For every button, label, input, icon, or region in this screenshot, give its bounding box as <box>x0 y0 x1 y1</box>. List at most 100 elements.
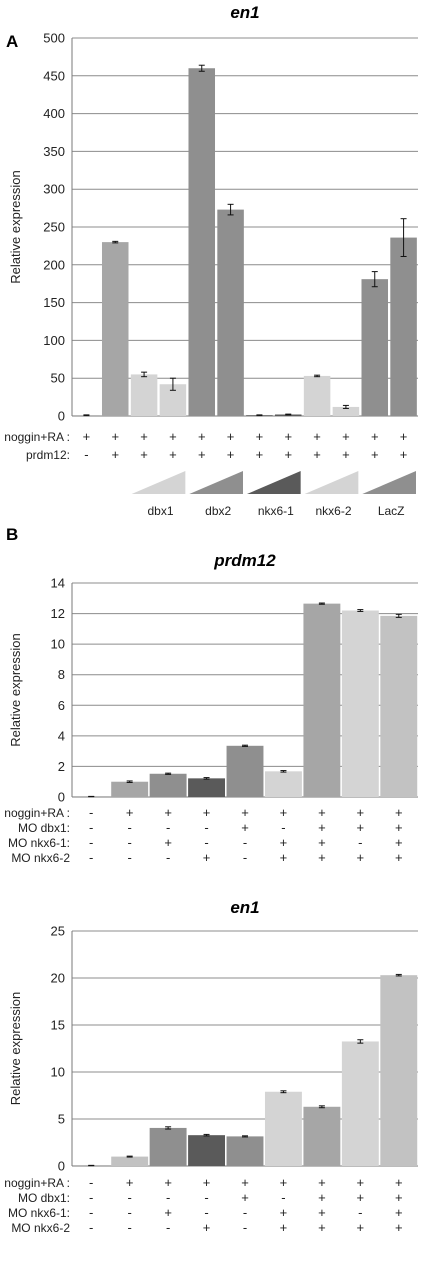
y-tick-label: 0 <box>58 1159 65 1174</box>
dose-group-label: dbx2 <box>205 504 231 518</box>
y-axis-label: Relative expression <box>8 170 23 283</box>
condition-symbol: - <box>281 1190 285 1205</box>
condition-symbol: + <box>164 805 172 820</box>
condition-symbol: + <box>241 820 249 835</box>
condition-row-label: MO nkx6-1: <box>8 836 70 850</box>
y-tick-label: 0 <box>58 409 65 424</box>
condition-symbol: + <box>280 1175 288 1190</box>
bar <box>332 406 360 416</box>
condition-symbol: - <box>166 850 170 865</box>
condition-symbol: + <box>164 835 172 850</box>
condition-symbol: - <box>358 835 362 850</box>
condition-row-label: MO dbx1: <box>18 1191 70 1205</box>
condition-symbol: + <box>395 820 403 835</box>
condition-symbol: + <box>313 429 321 444</box>
condition-symbol: + <box>371 429 379 444</box>
condition-row-label: MO nkx6-1: <box>8 1206 70 1220</box>
bar <box>111 1156 149 1166</box>
bar <box>149 1127 187 1166</box>
condition-symbol: - <box>243 835 247 850</box>
chart-en1-morpholino: en1 0 5 10 15 20 25 Relative expression noggin+R… <box>4 898 418 1235</box>
condition-symbol: + <box>280 850 288 865</box>
condition-symbol: + <box>357 850 365 865</box>
condition-symbol: - <box>89 805 93 820</box>
condition-symbol: - <box>358 1205 362 1220</box>
condition-symbol: - <box>127 820 131 835</box>
condition-symbol: - <box>89 1190 93 1205</box>
bar <box>303 1106 341 1166</box>
condition-symbol: + <box>241 1175 249 1190</box>
y-tick-label: 200 <box>43 257 65 272</box>
condition-symbol: - <box>204 1190 208 1205</box>
condition-symbol: - <box>243 1220 247 1235</box>
condition-symbol: - <box>89 1205 93 1220</box>
condition-symbol: + <box>318 805 326 820</box>
condition-symbol: + <box>357 1175 365 1190</box>
bar <box>303 603 341 797</box>
condition-symbol: - <box>243 1205 247 1220</box>
condition-symbol: + <box>357 820 365 835</box>
condition-symbol: + <box>203 805 211 820</box>
bar <box>341 1041 379 1166</box>
condition-symbol: + <box>203 850 211 865</box>
condition-symbol: - <box>127 1220 131 1235</box>
dose-wedge <box>362 471 416 494</box>
condition-row-label: noggin+RA : <box>4 1176 70 1190</box>
y-tick-label: 100 <box>43 333 65 348</box>
condition-symbol: - <box>127 850 131 865</box>
condition-symbol: - <box>89 1220 93 1235</box>
condition-symbol: + <box>111 447 119 462</box>
condition-symbol: + <box>318 1175 326 1190</box>
dose-wedge <box>304 471 359 494</box>
condition-symbol: + <box>280 805 288 820</box>
condition-symbol: - <box>89 820 93 835</box>
bar <box>341 610 379 797</box>
panel-label-b: B <box>6 525 18 544</box>
condition-symbol: + <box>357 1190 365 1205</box>
condition-symbol: + <box>164 1175 172 1190</box>
condition-symbol: - <box>127 835 131 850</box>
y-tick-label: 20 <box>51 971 65 986</box>
bar <box>101 242 129 416</box>
condition-symbol: - <box>166 1190 170 1205</box>
y-tick-label: 10 <box>51 1065 65 1080</box>
condition-symbol: - <box>204 1205 208 1220</box>
condition-symbol: + <box>318 835 326 850</box>
bar <box>111 781 149 797</box>
condition-symbol: + <box>400 447 408 462</box>
condition-symbol: + <box>198 429 206 444</box>
condition-symbol: - <box>127 1205 131 1220</box>
bar <box>380 975 418 1166</box>
condition-symbol: + <box>169 447 177 462</box>
bar <box>390 237 417 416</box>
condition-symbol: + <box>280 1220 288 1235</box>
condition-symbol: - <box>243 850 247 865</box>
condition-symbol: + <box>227 429 235 444</box>
bar <box>361 279 389 416</box>
condition-symbol: + <box>318 1190 326 1205</box>
dose-group-label: nkx6-2 <box>315 504 351 518</box>
condition-symbol: + <box>357 805 365 820</box>
condition-symbol: + <box>395 835 403 850</box>
chart-title: en1 <box>230 3 259 22</box>
condition-symbol: + <box>169 429 177 444</box>
condition-symbol: + <box>140 447 148 462</box>
y-tick-label: 6 <box>58 698 65 713</box>
dose-wedge <box>131 471 186 494</box>
condition-symbol: + <box>357 1220 365 1235</box>
y-axis-label: Relative expression <box>8 633 23 746</box>
y-tick-label: 250 <box>43 220 65 235</box>
condition-symbol: - <box>84 447 88 462</box>
condition-symbol: + <box>342 447 350 462</box>
condition-symbol: - <box>89 850 93 865</box>
y-tick-label: 0 <box>58 790 65 805</box>
condition-symbol: + <box>395 850 403 865</box>
condition-symbol: - <box>204 835 208 850</box>
y-tick-label: 400 <box>43 106 65 121</box>
y-tick-label: 10 <box>51 637 65 652</box>
condition-symbol: + <box>313 447 321 462</box>
condition-symbol: - <box>281 820 285 835</box>
bar <box>188 68 216 417</box>
condition-symbol: + <box>227 447 235 462</box>
y-tick-label: 50 <box>51 371 65 386</box>
